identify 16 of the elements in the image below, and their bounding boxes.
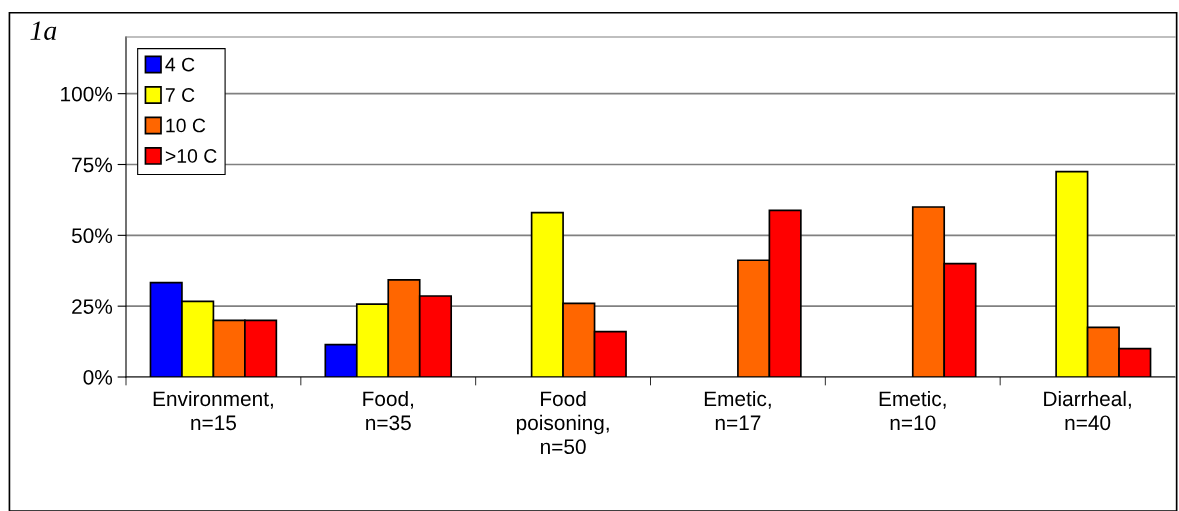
x-tick-label: Food poisoning, n=50 [516, 390, 609, 455]
y-tick-label: 50% [71, 228, 113, 244]
legend-label: 7 C [165, 88, 195, 102]
legend-label: 4 C [165, 57, 195, 72]
x-tick-label: Environment, n=15 [153, 390, 273, 431]
legend-label: 10 C [166, 118, 206, 133]
x-tick-label: Emetic, n=17 [704, 390, 771, 430]
x-tick-label: Diarrheal, n=40 [1044, 390, 1131, 431]
y-tick-label: 75% [72, 157, 113, 173]
y-tick-label: 0% [83, 370, 113, 385]
chart-title: 1a [30, 21, 57, 40]
x-tick-label: Emetic, n=10 [879, 390, 946, 431]
x-tick-label: Food, n=35 [363, 390, 414, 431]
y-tick-label: 100% [61, 86, 113, 102]
y-tick-label: 25% [72, 299, 113, 314]
legend-label: >10 C [165, 149, 217, 163]
